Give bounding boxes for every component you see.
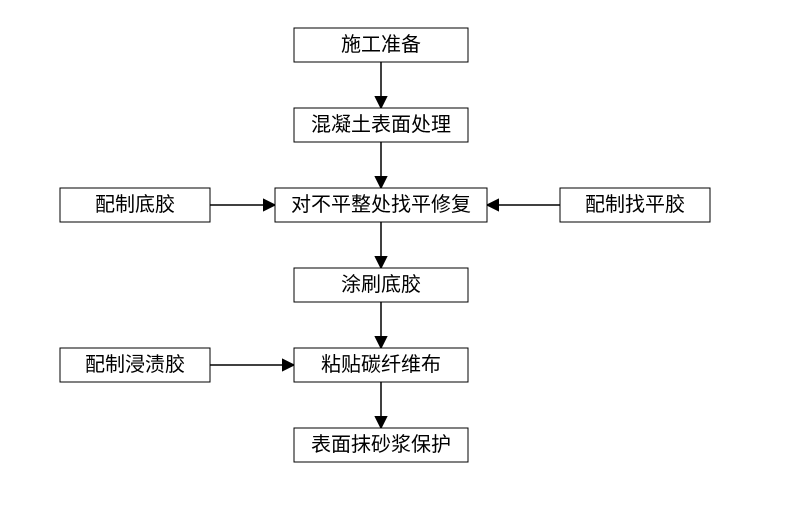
flow-node: 涂刷底胶: [294, 268, 468, 302]
flow-node-label: 配制底胶: [95, 193, 175, 216]
flow-node-label: 混凝土表面处理: [311, 113, 451, 136]
flowchart-canvas: 施工准备混凝土表面处理对不平整处找平修复涂刷底胶粘贴碳纤维布表面抹砂浆保护 配制底…: [0, 0, 800, 530]
flow-node: 配制找平胶: [560, 188, 710, 222]
flow-node: 配制底胶: [60, 188, 210, 222]
flow-node-label: 对不平整处找平修复: [291, 193, 471, 216]
flow-node: 对不平整处找平修复: [275, 188, 487, 222]
flow-node: 配制浸渍胶: [60, 348, 210, 382]
flow-node-label: 施工准备: [341, 33, 421, 56]
flow-node-label: 粘贴碳纤维布: [321, 353, 441, 376]
flow-node: 施工准备: [294, 28, 468, 62]
flow-node-label: 表面抹砂浆保护: [311, 433, 451, 456]
flow-node-label: 配制浸渍胶: [85, 353, 185, 376]
flow-node: 表面抹砂浆保护: [294, 428, 468, 462]
flow-node-label: 涂刷底胶: [341, 273, 421, 296]
flow-node: 混凝土表面处理: [294, 108, 468, 142]
flow-node: 粘贴碳纤维布: [294, 348, 468, 382]
flow-node-label: 配制找平胶: [585, 193, 685, 216]
